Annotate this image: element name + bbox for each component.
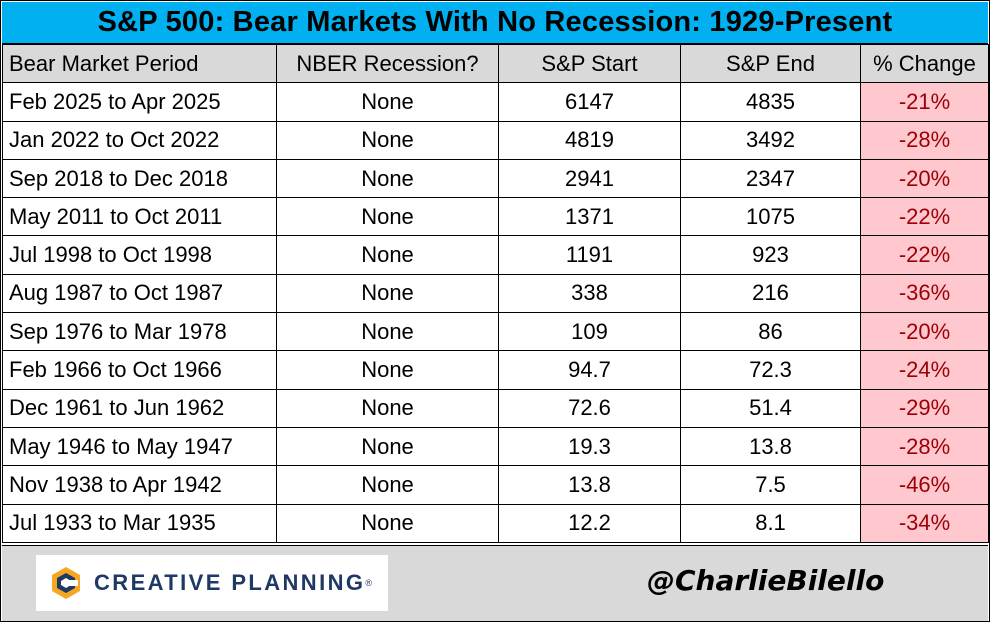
period-cell: May 2011 to Oct 2011: [2, 197, 277, 237]
percent-change-cell: -22%: [860, 197, 989, 237]
column-header: S&P End: [680, 43, 861, 84]
start-value-cell: 4819: [498, 120, 681, 160]
end-value-cell: 8.1: [680, 503, 861, 543]
end-value-cell: 13.8: [680, 426, 861, 467]
recession-cell: None: [276, 312, 499, 352]
start-value-cell: 6147: [498, 82, 681, 122]
percent-change-cell: -34%: [860, 503, 989, 543]
start-value-cell: 12.2: [498, 503, 681, 543]
period-cell: Sep 1976 to Mar 1978: [2, 312, 277, 352]
percent-change-cell: -20%: [860, 158, 989, 199]
recession-cell: None: [276, 158, 499, 199]
period-cell: Nov 1938 to Apr 1942: [2, 465, 277, 505]
percent-change-cell: -20%: [860, 312, 989, 352]
column-header: S&P Start: [498, 43, 681, 84]
end-value-cell: 2347: [680, 158, 861, 199]
end-value-cell: 216: [680, 273, 861, 314]
recession-cell: None: [276, 273, 499, 314]
period-cell: Dec 1961 to Jun 1962: [2, 388, 277, 428]
table-row: Jul 1933 to Mar 1935 None 12.2 8.1 -34%: [2, 503, 989, 543]
start-value-cell: 72.6: [498, 388, 681, 428]
period-cell: Jan 2022 to Oct 2022: [2, 120, 277, 160]
trademark-symbol: ®: [365, 578, 373, 588]
percent-change-cell: -28%: [860, 426, 989, 467]
start-value-cell: 109: [498, 312, 681, 352]
column-header: Bear Market Period: [2, 43, 277, 84]
recession-cell: None: [276, 503, 499, 543]
recession-cell: None: [276, 388, 499, 428]
table-row: Sep 2018 to Dec 2018 None 2941 2347 -20%: [2, 158, 989, 199]
start-value-cell: 338: [498, 273, 681, 314]
table-body: Feb 2025 to Apr 2025 None 6147 4835 -21% Jan …: [2, 82, 989, 543]
footer: CREATIVE PLANNING ® @CharlieBilello: [2, 545, 988, 621]
start-value-cell: 2941: [498, 158, 681, 199]
period-cell: Aug 1987 to Oct 1987: [2, 273, 277, 314]
creative-planning-logo-icon: [52, 567, 80, 599]
end-value-cell: 923: [680, 235, 861, 275]
end-value-cell: 72.3: [680, 350, 861, 390]
start-value-cell: 1191: [498, 235, 681, 275]
table-row: Dec 1961 to Jun 1962 None 72.6 51.4 -29%: [2, 388, 989, 428]
period-cell: Jul 1933 to Mar 1935: [2, 503, 277, 543]
recession-cell: None: [276, 235, 499, 275]
recession-cell: None: [276, 197, 499, 237]
start-value-cell: 94.7: [498, 350, 681, 390]
percent-change-cell: -46%: [860, 465, 989, 505]
start-value-cell: 19.3: [498, 426, 681, 467]
table-row: Nov 1938 to Apr 1942 None 13.8 7.5 -46%: [2, 465, 989, 505]
percent-change-cell: -36%: [860, 273, 989, 314]
percent-change-cell: -22%: [860, 235, 989, 275]
header-row: Bear Market Period NBER Recession? S&P S…: [2, 43, 989, 84]
table-row: May 2011 to Oct 2011 None 1371 1075 -22%: [2, 197, 989, 237]
period-cell: Sep 2018 to Dec 2018: [2, 158, 277, 199]
start-value-cell: 1371: [498, 197, 681, 237]
table-row: Sep 1976 to Mar 1978 None 109 86 -20%: [2, 312, 989, 352]
percent-change-cell: -28%: [860, 120, 989, 160]
period-cell: Jul 1998 to Oct 1998: [2, 235, 277, 275]
end-value-cell: 1075: [680, 197, 861, 237]
column-header: % Change: [860, 43, 989, 84]
end-value-cell: 3492: [680, 120, 861, 160]
creative-planning-logo: CREATIVE PLANNING ®: [36, 555, 388, 611]
recession-cell: None: [276, 426, 499, 467]
table-row: Jul 1998 to Oct 1998 None 1191 923 -22%: [2, 235, 989, 275]
table-row: May 1946 to May 1947 None 19.3 13.8 -28%: [2, 426, 989, 467]
table-row: Jan 2022 to Oct 2022 None 4819 3492 -28%: [2, 120, 989, 160]
chart-title: S&P 500: Bear Markets With No Recession:…: [2, 2, 988, 44]
table-row: Aug 1987 to Oct 1987 None 338 216 -36%: [2, 273, 989, 314]
recession-cell: None: [276, 465, 499, 505]
percent-change-cell: -29%: [860, 388, 989, 428]
percent-change-cell: -24%: [860, 350, 989, 390]
period-cell: May 1946 to May 1947: [2, 426, 277, 467]
period-cell: Feb 1966 to Oct 1966: [2, 350, 277, 390]
author-handle: @CharlieBilello: [647, 564, 885, 597]
recession-cell: None: [276, 82, 499, 122]
end-value-cell: 7.5: [680, 465, 861, 505]
table-row: Feb 1966 to Oct 1966 None 94.7 72.3 -24%: [2, 350, 989, 390]
percent-change-cell: -21%: [860, 82, 989, 122]
recession-cell: None: [276, 350, 499, 390]
recession-cell: None: [276, 120, 499, 160]
logo-text: CREATIVE PLANNING: [94, 570, 366, 595]
column-header: NBER Recession?: [276, 43, 499, 84]
table-row: Feb 2025 to Apr 2025 None 6147 4835 -21%: [2, 82, 989, 122]
period-cell: Feb 2025 to Apr 2025: [2, 82, 277, 122]
data-table: Bear Market Period NBER Recession? S&P S…: [2, 43, 989, 543]
start-value-cell: 13.8: [498, 465, 681, 505]
end-value-cell: 4835: [680, 82, 861, 122]
end-value-cell: 51.4: [680, 388, 861, 428]
end-value-cell: 86: [680, 312, 861, 352]
